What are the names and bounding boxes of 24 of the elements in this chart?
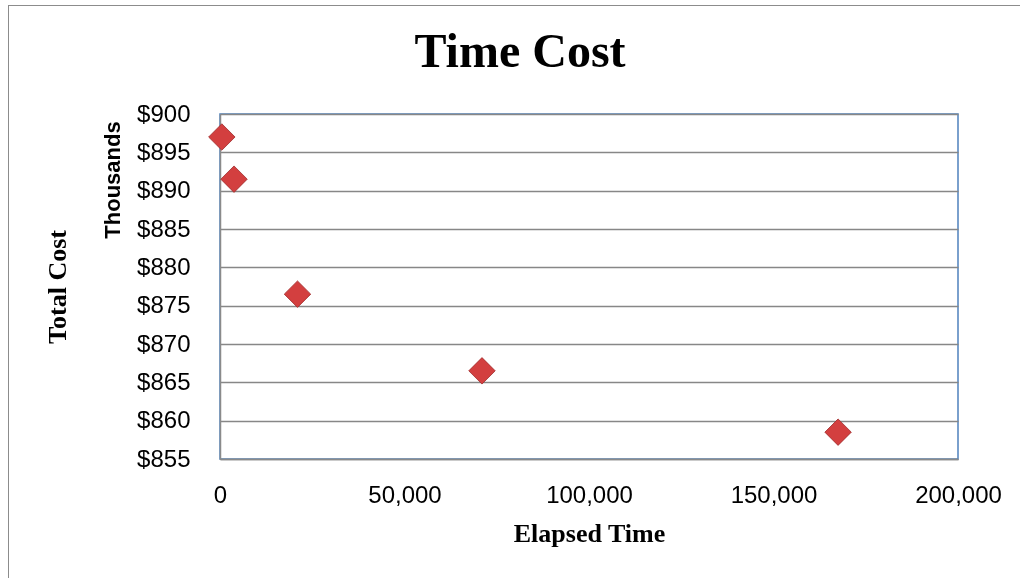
y-tick-label: $890 xyxy=(137,176,191,204)
y-tick-label: $900 xyxy=(137,99,191,127)
x-tick-label: 0 xyxy=(213,480,228,508)
point xyxy=(220,165,248,193)
text: Thousands xyxy=(100,121,125,239)
y-tick-label: $865 xyxy=(137,367,191,395)
x-tick-label: 150,000 xyxy=(730,480,818,508)
y-tick-label: $855 xyxy=(137,444,191,472)
x-tick-label: 100,000 xyxy=(546,480,633,508)
point xyxy=(283,280,312,308)
y-tick-label: $870 xyxy=(137,329,191,357)
y-tick-label: $875 xyxy=(137,291,191,319)
y-tick-label: $880 xyxy=(137,252,191,280)
chart-title: Time Cost xyxy=(414,24,626,77)
x-axis-title: Elapsed Time xyxy=(513,518,666,548)
x-tick-label: 200,000 xyxy=(915,480,1002,508)
y-axis-title: Total Cost xyxy=(42,229,72,344)
y-tick-label: $895 xyxy=(137,137,191,165)
y-tick-label: $885 xyxy=(137,214,191,242)
y-tick-label: $860 xyxy=(137,406,191,434)
point xyxy=(208,123,236,151)
point xyxy=(824,418,852,446)
x-tick-label: 50,000 xyxy=(368,480,442,508)
point xyxy=(468,357,496,385)
